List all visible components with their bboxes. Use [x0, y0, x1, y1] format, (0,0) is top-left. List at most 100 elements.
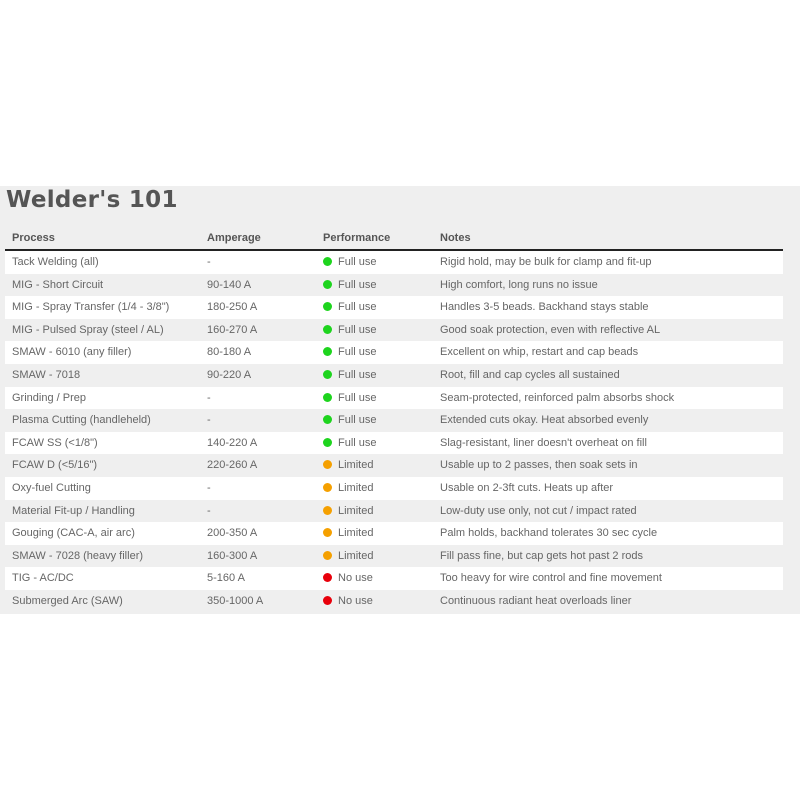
- notes-cell: Seam-protected, reinforced palm absorbs …: [440, 391, 675, 404]
- performance-label: Limited: [338, 549, 374, 562]
- notes-cell: Continuous radiant heat overloads liner: [440, 594, 632, 607]
- process-cell: SMAW - 7028 (heavy filler): [12, 549, 144, 562]
- amperage-cell: -: [207, 256, 211, 268]
- amperage-cell: -: [207, 481, 211, 494]
- performance-cell: No use: [323, 590, 373, 613]
- notes-cell: High comfort, long runs no issue: [440, 278, 598, 291]
- status-dot-icon: [323, 257, 332, 266]
- status-dot-icon: [323, 505, 332, 515]
- amperage-cell: 5-160 A: [207, 572, 245, 585]
- performance-label: Limited: [338, 504, 374, 517]
- process-cell: MIG - Pulsed Spray (steel / AL): [12, 323, 164, 336]
- table-row: TIG - AC/DC 5-160 A No use Too heavy for wi…: [5, 567, 783, 590]
- column-header-performance: Performance: [323, 232, 391, 244]
- performance-label: Full use: [338, 301, 377, 314]
- performance-label: No use: [338, 572, 373, 585]
- performance-cell: Limited: [323, 454, 373, 477]
- table-row: Material Fit-up / Handling - Limited Low-du…: [5, 499, 783, 523]
- page-title: Welder's 101: [6, 187, 178, 213]
- notes-cell: Handles 3-5 beads. Backhand stays stable: [440, 301, 649, 314]
- performance-label: Full use: [338, 256, 377, 268]
- table-row: FCAW D (<5/16") 220-260 A Limited Usable up…: [5, 454, 783, 477]
- performance-label: Limited: [338, 527, 374, 540]
- performance-cell: Limited: [323, 545, 373, 568]
- column-header-amperage: Amperage: [207, 232, 261, 244]
- column-header-notes: Notes: [440, 232, 471, 244]
- status-dot-icon: [323, 550, 332, 560]
- performance-cell: Full use: [323, 387, 377, 410]
- table-row: SMAW - 7018 90-220 A Full use Root, fill an…: [5, 363, 783, 387]
- status-dot-icon: [323, 347, 332, 357]
- process-cell: TIG - AC/DC: [12, 572, 74, 585]
- status-dot-icon: [323, 595, 332, 605]
- status-dot-icon: [323, 279, 332, 289]
- status-dot-icon: [323, 437, 332, 447]
- status-dot-icon: [323, 369, 332, 379]
- column-header-process: Process: [12, 232, 55, 244]
- table-row: Tack Welding (all) - Full use Rigid hold, m…: [5, 251, 783, 274]
- performance-label: Full use: [338, 391, 377, 404]
- notes-cell: Slag-resistant, liner doesn't overheat o…: [440, 436, 647, 449]
- table-row: Oxy-fuel Cutting - Limited Usable on 2-3ft …: [5, 476, 783, 500]
- amperage-cell: 90-220 A: [207, 368, 252, 381]
- process-cell: SMAW - 7018: [12, 368, 81, 381]
- performance-label: Full use: [338, 368, 377, 381]
- notes-cell: Too heavy for wire control and fine move…: [440, 572, 662, 585]
- amperage-cell: 160-300 A: [207, 549, 258, 562]
- table-row: Grinding / Prep - Full use Seam-protected, …: [5, 386, 783, 410]
- process-cell: Plasma Cutting (handleheld): [12, 414, 151, 427]
- amperage-cell: 160-270 A: [207, 323, 258, 336]
- notes-cell: Extended cuts okay. Heat absorbed evenly: [440, 414, 649, 427]
- notes-cell: Rigid hold, may be bulk for clamp and fi…: [440, 256, 652, 268]
- performance-cell: Full use: [323, 296, 377, 319]
- process-table: Process Amperage Performance Notes Tack …: [5, 230, 783, 613]
- process-cell: MIG - Spray Transfer (1/4 - 3/8"): [12, 301, 170, 314]
- performance-cell: Full use: [323, 251, 377, 274]
- table-row: MIG - Spray Transfer (1/4 - 3/8") 180-250…: [5, 296, 783, 319]
- notes-cell: Usable on 2-3ft cuts. Heats up after: [440, 481, 614, 494]
- performance-cell: Full use: [323, 341, 377, 364]
- process-cell: Tack Welding (all): [12, 256, 99, 268]
- table-header: Process Amperage Performance Notes: [5, 230, 783, 251]
- status-dot-icon: [323, 392, 332, 402]
- process-cell: Material Fit-up / Handling: [12, 504, 135, 517]
- table-row: MIG - Short Circuit 90-140 A Full use High …: [5, 273, 783, 297]
- amperage-cell: 180-250 A: [207, 301, 258, 314]
- performance-label: Full use: [338, 323, 377, 336]
- process-cell: FCAW SS (<1/8"): [12, 436, 98, 449]
- amperage-cell: 220-260 A: [207, 459, 258, 472]
- notes-cell: Palm holds, backhand tolerates 30 sec cy…: [440, 527, 658, 540]
- amperage-cell: 200-350 A: [207, 527, 258, 540]
- process-cell: Gouging (CAC-A, air arc): [12, 527, 135, 540]
- notes-cell: Root, fill and cap cycles all sustained: [440, 368, 620, 381]
- process-cell: Submerged Arc (SAW): [12, 594, 123, 607]
- table-row: Plasma Cutting (handleheld) - Full use Exte…: [5, 409, 783, 432]
- performance-cell: Limited: [323, 522, 373, 545]
- process-cell: MIG - Short Circuit: [12, 278, 104, 291]
- amperage-cell: 350-1000 A: [207, 594, 264, 607]
- performance-cell: Full use: [323, 409, 377, 432]
- process-cell: FCAW D (<5/16"): [12, 459, 98, 472]
- status-dot-icon: [323, 573, 332, 583]
- performance-label: Full use: [338, 436, 377, 449]
- amperage-cell: -: [207, 414, 211, 427]
- status-dot-icon: [323, 415, 332, 425]
- notes-cell: Excellent on whip, restart and cap beads: [440, 346, 639, 359]
- performance-label: Full use: [338, 346, 377, 359]
- performance-cell: Full use: [323, 432, 377, 455]
- performance-cell: Full use: [323, 319, 377, 342]
- notes-cell: Low-duty use only, not cut / impact rate…: [440, 504, 637, 517]
- process-cell: Grinding / Prep: [12, 391, 86, 404]
- performance-label: Limited: [338, 481, 374, 494]
- table-row: SMAW - 6010 (any filler) 80-180 A Full use…: [5, 341, 783, 364]
- amperage-cell: 90-140 A: [207, 278, 252, 291]
- performance-label: Full use: [338, 414, 377, 427]
- status-dot-icon: [323, 528, 332, 538]
- table-row: FCAW SS (<1/8") 140-220 A Full use Slag-res…: [5, 431, 783, 455]
- notes-cell: Usable up to 2 passes, then soak sets in: [440, 459, 638, 472]
- table-row: Submerged Arc (SAW) 350-1000 A No use Conti…: [5, 589, 783, 613]
- table-row: SMAW - 7028 (heavy filler) 160-300 A Limit…: [5, 544, 783, 568]
- process-cell: SMAW - 6010 (any filler): [12, 346, 132, 359]
- status-dot-icon: [323, 324, 332, 334]
- notes-cell: Good soak protection, even with reflecti…: [440, 323, 661, 336]
